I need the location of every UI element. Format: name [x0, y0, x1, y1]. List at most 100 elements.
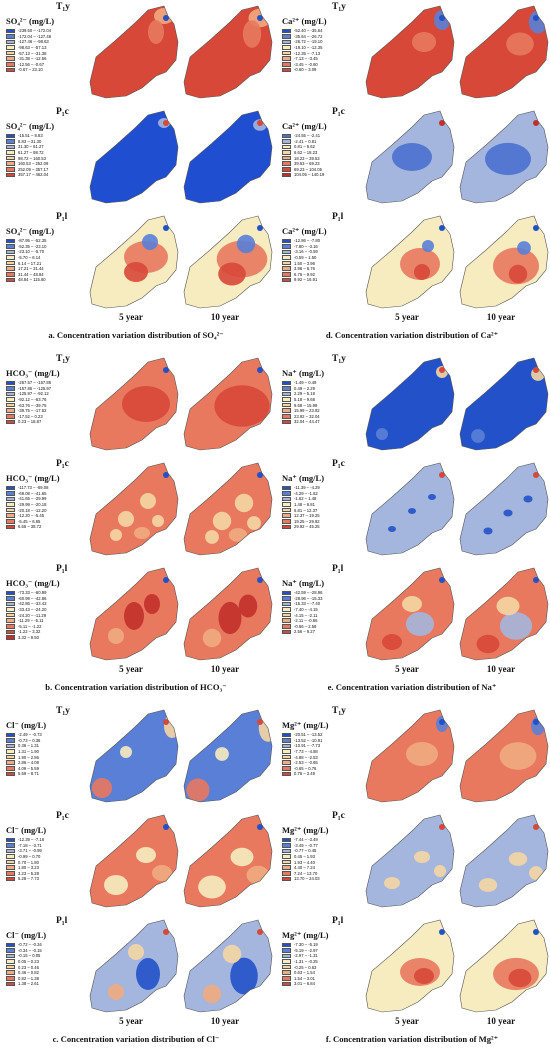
legend-swatch: [6, 760, 15, 766]
legend-swatch: [282, 837, 291, 843]
legend-item: 0.76 – 3.49: [282, 771, 362, 777]
legend-title: SO₄²⁻ (mg/L): [6, 121, 55, 131]
legend-swatch: [282, 402, 291, 408]
legend-item: 69.23 – 104.05: [282, 167, 362, 173]
legend-label: 1.93 – 4.40: [294, 859, 315, 865]
legend-item: -5.70 – 6.14: [6, 255, 86, 261]
year-label: 5 year: [119, 664, 143, 674]
legend-label: 0.76 – 3.49: [294, 771, 315, 777]
legend-swatch: [282, 760, 291, 766]
legend-label: 1.54 – 3.01: [294, 975, 315, 981]
row-label: T₁y: [56, 354, 70, 364]
legend-label: -31.38 – -12.56: [18, 56, 47, 62]
legend-swatch: [282, 419, 291, 425]
legend-label: 4.40 – 7.24: [294, 865, 315, 871]
legend-label: -26.72 – -19.10: [294, 39, 323, 45]
contour-map-5-year: [362, 459, 458, 559]
legend-item: -29.99 – -20.18: [6, 502, 86, 508]
year-label: 10 year: [210, 312, 240, 322]
contour-map-10-year: [180, 916, 276, 1016]
legend-item: 31.44 – 48.84: [6, 272, 86, 278]
contour-map-5-year: [362, 212, 458, 312]
legend-swatch: [6, 150, 15, 155]
legend-item: -5.45 – 6.65: [6, 519, 86, 525]
legend-label: -98.63 – -57.13: [18, 45, 47, 51]
legend-item: -3.45 – -0.60: [282, 62, 362, 68]
panel-b: T₁y HCO₃⁻ (mg/L) -267.57 – -157.85 -157.85 …: [0, 352, 273, 702]
legend-swatch: [282, 397, 291, 402]
legend-item: -11.29 – -5.11: [6, 618, 86, 624]
contour-map-5-year: [86, 706, 182, 806]
legend-label: -87.95 – -52.35: [18, 238, 47, 244]
panel-caption: e. Concentration variation distribution …: [327, 682, 497, 692]
legend-item: 31.30 – 61.27: [6, 144, 86, 150]
legend-label: 0.05 – 0.23: [18, 959, 39, 965]
panel-caption: b. Concentration variation distribution …: [45, 682, 227, 692]
row-f-0: T₁y Mg²⁺ (mg/L) -20.51 – -13.52 -13.52 – -1…: [276, 704, 549, 809]
legend-item: -0.77 – 0.45: [282, 848, 362, 854]
legend-label: -12.20 – -5.45: [18, 513, 45, 519]
legend-label: -35.64 – -26.72: [294, 33, 323, 39]
legend-label: 2.86 – 4.09: [18, 760, 39, 766]
legend-swatch: [282, 50, 291, 56]
legend-swatch: [282, 848, 291, 854]
legend-swatch: [282, 942, 291, 948]
row-a-0: T₁y SO₄²⁻ (mg/L) -239.50 – -172.04 -172.04 …: [0, 0, 273, 105]
legend: Ca²⁺ (mg/L) -12.86 – -7.80 -7.80 – -3.16 -3…: [282, 226, 362, 283]
legend-item: 3.96 – 6.76: [282, 266, 362, 272]
legend-swatch: [282, 854, 291, 859]
legend-label: 6.14 – 17.21: [18, 260, 42, 266]
legend-item: -4.29 – -1.62: [282, 491, 362, 497]
legend-label: 1.90 – 2.86: [18, 754, 39, 760]
legend-label: -3.45 – -0.60: [294, 61, 318, 67]
contour-map-10-year: [456, 564, 550, 664]
legend-item: -157.85 – -125.97: [6, 386, 86, 392]
legend-label: -12.86 – -7.80: [294, 238, 321, 244]
legend-swatch: [282, 172, 291, 178]
legend-item: 0.46 – 0.82: [6, 970, 86, 976]
legend-swatch: [282, 408, 291, 414]
legend-label: -172.04 – -127.46: [18, 33, 52, 39]
legend-swatch: [6, 601, 15, 607]
row-label: P₁l: [332, 212, 344, 222]
contour-map-5-year: [362, 354, 458, 454]
legend-title: HCO₃⁻ (mg/L): [6, 578, 60, 588]
legend-swatch: [6, 848, 15, 854]
legend-label: 69.23 – 104.05: [294, 166, 322, 172]
legend-label: -29.99 – -20.18: [18, 502, 47, 508]
legend-label: 19.25 – 29.92: [294, 518, 320, 524]
legend-label: -4.29 – -1.62: [294, 490, 318, 496]
legend-item: -4.15 – -2.11: [282, 612, 362, 618]
legend-item: 0.81 – 6.62: [282, 144, 362, 150]
row-label: T₁y: [56, 706, 70, 716]
legend-swatch: [6, 67, 15, 73]
row-d-1: P₁c Ca²⁺ (mg/L) -24.55 – -2.41 -2.41 – 0.81…: [276, 105, 549, 210]
panel-c: T₁y Cl⁻ (mg/L) -2.49 – -0.73 -0.73 – 0.36 0.…: [0, 704, 273, 1054]
legend: SO₄²⁻ (mg/L) -87.95 – -52.35 -52.35 – -23.…: [6, 226, 86, 283]
legend-swatch: [6, 238, 15, 244]
legend-item: -1.49 – 0.49: [282, 380, 362, 386]
legend: Cl⁻ (mg/L) -2.49 – -0.73 -0.73 – 0.36 0.36 …: [6, 720, 86, 777]
contour-map-10-year: [456, 916, 550, 1016]
row-f-2: P₁l Mg²⁺ (mg/L) -7.30 – -5.19 -5.19 – -2.97…: [276, 914, 550, 1019]
legend-swatch: [6, 981, 15, 987]
legend-label: 23.92 – 32.04: [294, 413, 320, 419]
legend-label: -127.46 – -98.63: [18, 39, 49, 45]
legend-swatch: [282, 144, 291, 150]
legend-swatch: [6, 942, 15, 948]
legend-swatch: [6, 749, 15, 754]
legend-swatch: [6, 386, 15, 391]
legend-label: -17.52 – 0.23: [18, 413, 43, 419]
contour-map-5-year: [362, 811, 458, 911]
legend-label: 0.45 – 1.93: [294, 854, 315, 860]
legend-label: 61.27 – 98.72: [18, 150, 44, 156]
legend-label: -0.73 – 0.36: [18, 737, 41, 743]
legend-label: 15.99 – 23.92: [294, 408, 320, 414]
legend-label: 7.24 – 13.70: [294, 870, 318, 876]
legend-title: Ca²⁺ (mg/L): [282, 226, 327, 236]
legend: Ca²⁺ (mg/L) -52.40 – -35.64 -35.64 – -26.7…: [282, 16, 362, 73]
legend-label: -0.99 – 0.70: [18, 854, 41, 860]
legend-label: 6.62 – 18.23: [294, 150, 318, 156]
legend: Na⁺ (mg/L) -1.49 – 0.49 0.49 – 2.29 2.29 – …: [282, 368, 362, 425]
legend-item: 61.27 – 98.72: [6, 150, 86, 156]
